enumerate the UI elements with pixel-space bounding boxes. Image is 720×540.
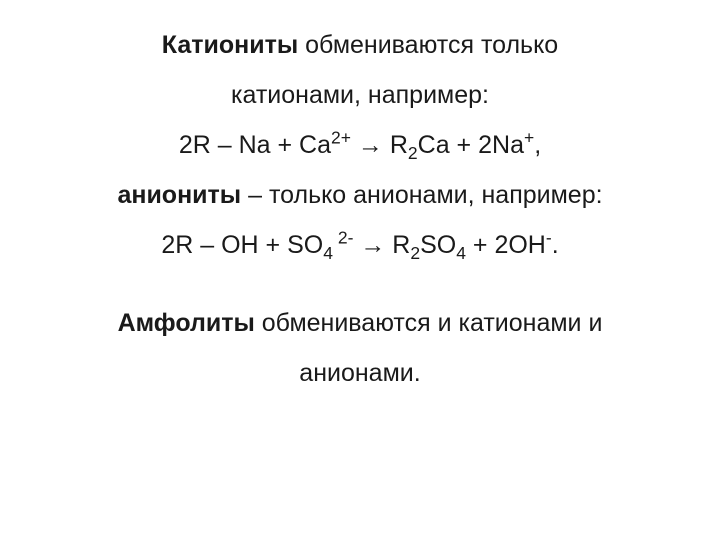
eq2-part5: .: [552, 231, 559, 259]
slide-content: Катиониты обмениваются только катионами,…: [0, 0, 720, 540]
eq2-sup1: 2-: [333, 228, 353, 248]
rest-anionites: – только анионами, например:: [241, 181, 602, 209]
line-cations-example: катионами, например:: [40, 70, 680, 120]
eq1-part1: 2R – Na + Ca: [179, 131, 331, 159]
eq2-sub1: 4: [323, 243, 333, 263]
bold-ampholites: Амфолиты: [118, 309, 255, 337]
rest-ampholites: обмениваются и катионами и: [255, 309, 603, 337]
line-ampholites: Амфолиты обмениваются и катионами и: [40, 298, 680, 348]
line-anions: анионами.: [40, 348, 680, 398]
eq2-part4: + 2OH: [466, 231, 546, 259]
equation-anion-exchange: 2R – OH + SO4 2- → R2SO4 + 2OH-.: [40, 220, 680, 270]
eq1-part4: ,: [534, 131, 541, 159]
eq1-sub1: 2: [408, 143, 418, 163]
rest-cationites: обмениваются только: [298, 31, 558, 59]
eq2-part3: SO: [420, 231, 456, 259]
blank-spacer: [40, 270, 680, 298]
eq2-sub2: 2: [410, 243, 420, 263]
line-cationites: Катиониты обмениваются только: [40, 20, 680, 70]
bold-anionites: аниониты: [117, 181, 241, 209]
eq1-part3: Ca + 2Na: [418, 131, 524, 159]
eq2-sub3: 4: [456, 243, 466, 263]
bold-cationites: Катиониты: [162, 31, 298, 59]
line-anionites: аниониты – только анионами, например:: [40, 170, 680, 220]
eq2-part2: → R: [353, 231, 410, 259]
eq2-part1: 2R – OH + SO: [161, 231, 323, 259]
eq1-part2: → R: [351, 131, 408, 159]
equation-cation-exchange: 2R – Na + Ca2+ → R2Ca + 2Na+,: [40, 120, 680, 170]
eq1-sup1: 2+: [331, 128, 351, 148]
eq1-sup2: +: [524, 128, 534, 148]
